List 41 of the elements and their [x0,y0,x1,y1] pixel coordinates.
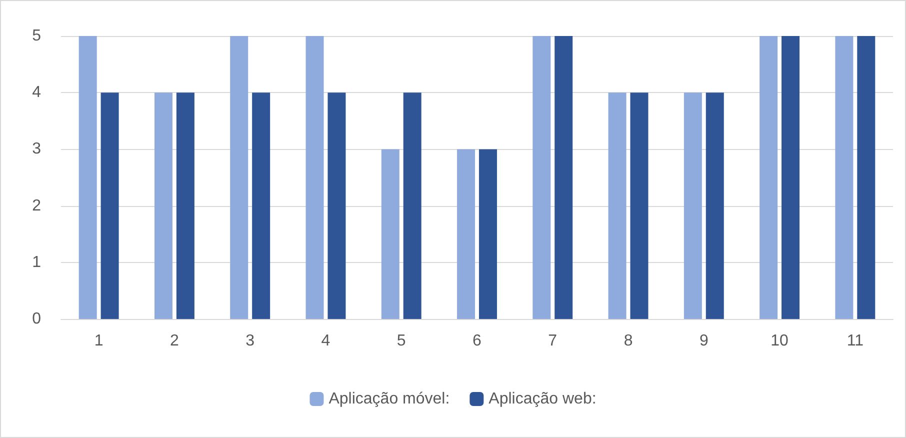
x-tick-label: 2 [170,332,179,350]
bar [381,149,400,319]
bar [760,36,778,319]
x-tick-label: 9 [699,332,708,350]
bar [782,36,800,319]
y-tick-label: 3 [32,140,42,158]
x-tick-label: 1 [94,332,104,350]
y-tick-label: 5 [32,28,42,44]
bar [230,36,248,319]
bar [100,92,119,319]
bar [478,149,497,319]
x-tick-label: 3 [246,332,255,350]
bar [684,92,702,319]
bar [630,92,648,319]
bar [176,92,194,319]
x-tick-label: 5 [396,332,406,350]
bar [78,36,97,319]
bar [608,92,626,319]
legend-label: Aplicação móvel: [328,390,450,408]
x-tick-label: 8 [624,332,633,350]
bar [252,92,270,319]
bar [306,36,324,319]
bar [457,149,476,319]
y-tick-label: 0 [32,310,42,328]
legend-label: Aplicação web: [488,390,596,408]
y-tick-label: 2 [32,197,42,214]
x-tick-label: 7 [548,332,558,350]
x-tick-label: 10 [770,332,789,350]
bar [554,36,573,319]
bar [403,92,422,319]
bar [328,92,346,319]
x-tick-label: 6 [472,332,482,350]
x-tick-label: 4 [321,332,330,350]
y-tick-label: 4 [32,84,42,102]
bar [706,92,724,319]
y-tick-label: 1 [32,254,42,271]
bar [857,36,876,319]
bar [154,92,172,319]
bar [835,36,854,319]
x-tick-label: 11 [846,332,864,350]
bar [532,36,551,319]
